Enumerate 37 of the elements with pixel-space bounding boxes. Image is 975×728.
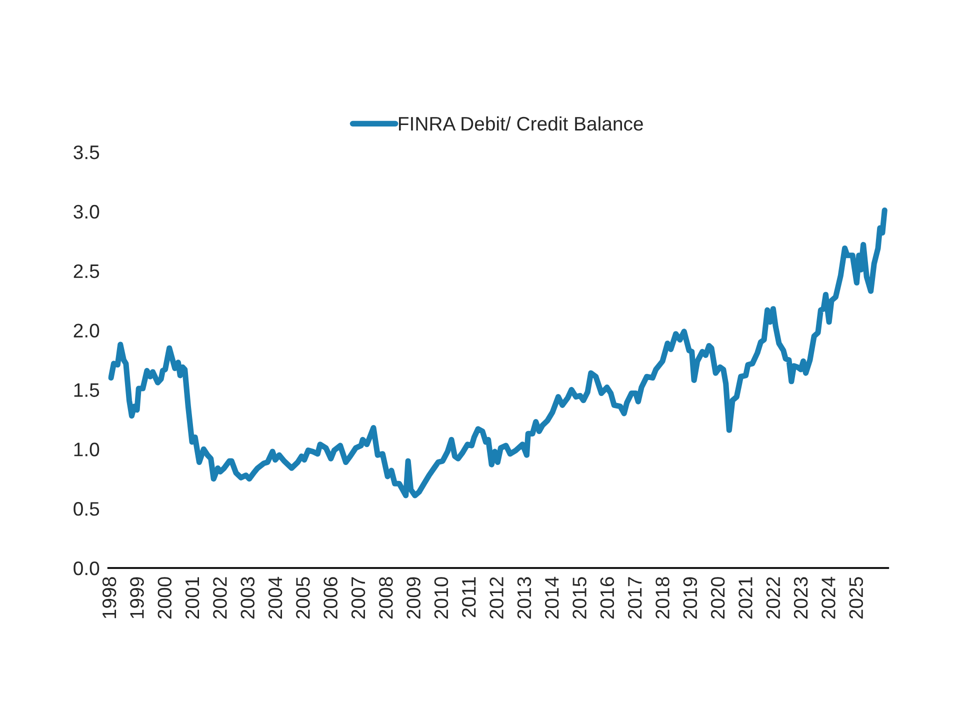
x-tick-label: 2020 <box>710 577 725 619</box>
y-tick-label: 2.0 <box>74 324 100 338</box>
x-tick-label: 2023 <box>794 577 808 619</box>
x-tick-label: 2012 <box>490 577 504 619</box>
y-tick-label: 1.0 <box>74 442 100 456</box>
y-tick-label: 0.5 <box>74 502 100 516</box>
x-tick-label: 2004 <box>268 576 282 619</box>
x-tick-label: 2001 <box>185 577 200 619</box>
x-tick-label: 2007 <box>351 577 366 619</box>
x-tick-label: 2018 <box>656 577 670 619</box>
y-tick-label: 3.0 <box>74 204 100 219</box>
x-tick-label: 2008 <box>379 577 393 619</box>
x-tick-label: 2011 <box>462 577 476 618</box>
y-tick-label: 2.5 <box>74 264 100 278</box>
x-tick-label: 2025 <box>849 577 864 619</box>
y-tick-label: 1.5 <box>74 383 100 397</box>
x-tick-label: 2013 <box>517 577 532 619</box>
x-tick-label: 1999 <box>130 577 144 618</box>
x-tick-label: 2015 <box>572 577 586 619</box>
x-tick-label: 2003 <box>240 577 255 619</box>
x-tick-label: 1998 <box>102 577 116 618</box>
x-tick-label: 2017 <box>628 577 642 619</box>
x-tick-label: 2024 <box>822 576 836 619</box>
legend-label: FINRA Debit/ Credit Balance <box>398 116 643 131</box>
x-tick-label: 2005 <box>296 577 310 619</box>
x-tick-label: 2016 <box>600 577 614 619</box>
x-tick-label: 2000 <box>158 577 172 619</box>
x-tick-label: 2014 <box>544 576 559 619</box>
x-tick-label: 2009 <box>406 577 420 619</box>
y-tick-label: 3.5 <box>74 145 100 160</box>
x-tick-label: 2022 <box>766 577 780 619</box>
x-tick-label: 2006 <box>324 577 338 619</box>
x-tick-label: 2021 <box>738 577 752 619</box>
x-tick-label: 2019 <box>683 577 698 619</box>
y-tick-label: 0.0 <box>74 561 100 576</box>
x-tick-label: 2002 <box>213 577 227 619</box>
x-tick-label: 2010 <box>434 577 448 619</box>
